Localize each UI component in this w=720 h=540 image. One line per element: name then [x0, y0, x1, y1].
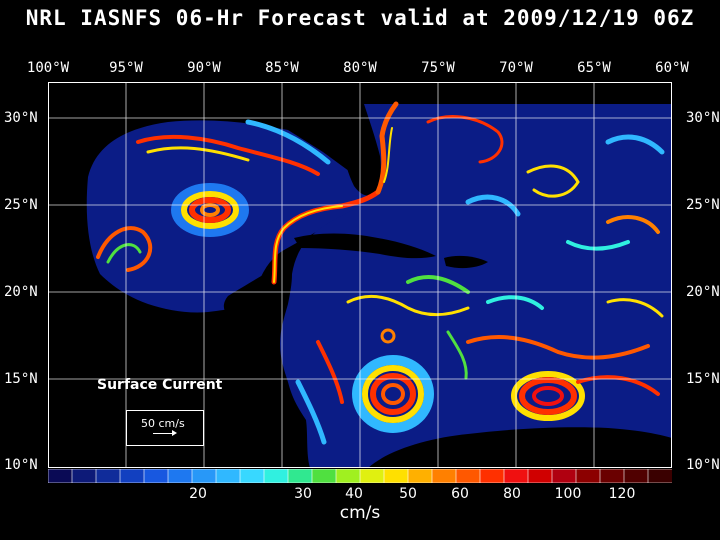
- color-scale-swatch: [143, 469, 169, 483]
- lat-label: 25°N: [686, 197, 720, 213]
- color-scale-swatch: [431, 469, 457, 483]
- legend-label: 30: [294, 486, 312, 502]
- color-scale-swatch: [191, 469, 217, 483]
- color-scale-swatch: [167, 469, 193, 483]
- graticule: [48, 82, 672, 468]
- color-scale-swatch: [551, 469, 577, 483]
- legend-label: 80: [503, 486, 521, 502]
- legend-label: 40: [345, 486, 363, 502]
- color-scale-bar: [48, 469, 672, 483]
- color-scale-swatch: [455, 469, 481, 483]
- lat-label: 15°N: [4, 371, 38, 387]
- lat-label: 10°N: [686, 457, 720, 473]
- color-scale-swatch: [359, 469, 385, 483]
- lat-label: 10°N: [4, 457, 38, 473]
- color-scale-swatch: [383, 469, 409, 483]
- color-scale-swatch: [215, 469, 241, 483]
- legend-label: 50: [399, 486, 417, 502]
- lon-label: 70°W: [499, 60, 533, 76]
- lon-label: 90°W: [187, 60, 221, 76]
- color-scale-swatch: [95, 469, 121, 483]
- current-eddies: [96, 101, 665, 445]
- color-scale-swatch: [48, 469, 73, 483]
- reference-arrow-icon: [153, 430, 177, 436]
- lat-label: 25°N: [4, 197, 38, 213]
- lon-label: 75°W: [421, 60, 455, 76]
- color-scale-swatch: [119, 469, 145, 483]
- hispaniola: [444, 255, 488, 269]
- color-scale-swatch: [239, 469, 265, 483]
- color-scale-swatch: [311, 469, 337, 483]
- legend-label: 20: [189, 486, 207, 502]
- lat-label: 20°N: [4, 284, 38, 300]
- map-title: NRL IASNFS 06-Hr Forecast valid at 2009/…: [25, 6, 695, 30]
- color-scale-swatch: [647, 469, 672, 483]
- color-scale-swatch: [527, 469, 553, 483]
- legend-unit: cm/s: [339, 503, 381, 523]
- yucatan: [223, 272, 273, 319]
- lon-label: 60°W: [655, 60, 689, 76]
- surface-current-label: Surface Current: [97, 377, 223, 393]
- lon-label: 95°W: [109, 60, 143, 76]
- lon-label: 65°W: [577, 60, 611, 76]
- lat-label: 30°N: [686, 110, 720, 126]
- lon-label: 100°W: [26, 60, 70, 76]
- color-scale-swatch: [575, 469, 601, 483]
- legend-label: 100: [554, 486, 582, 502]
- lon-label: 85°W: [265, 60, 299, 76]
- florida: [341, 104, 381, 196]
- ocean-current-map: [48, 82, 672, 468]
- color-scale-swatch: [71, 469, 97, 483]
- color-scale-swatch: [263, 469, 289, 483]
- lon-label: 80°W: [343, 60, 377, 76]
- color-scale-swatch: [503, 469, 529, 483]
- reference-vector-label: 50 cm/s: [141, 417, 185, 430]
- lat-label: 15°N: [686, 371, 720, 387]
- south-america: [368, 427, 672, 468]
- legend-label: 120: [608, 486, 636, 502]
- lat-label: 20°N: [686, 284, 720, 300]
- legend-label: 60: [451, 486, 469, 502]
- color-scale-swatch: [599, 469, 625, 483]
- color-scale-swatch: [335, 469, 361, 483]
- lat-label: 30°N: [4, 110, 38, 126]
- color-scale-swatch: [407, 469, 433, 483]
- color-scale-swatch: [287, 469, 313, 483]
- central-america: [48, 344, 310, 468]
- reference-vector-box: 50 cm/s: [126, 410, 204, 446]
- color-scale-swatch: [479, 469, 505, 483]
- color-scale-swatch: [623, 469, 649, 483]
- cuba: [294, 233, 436, 259]
